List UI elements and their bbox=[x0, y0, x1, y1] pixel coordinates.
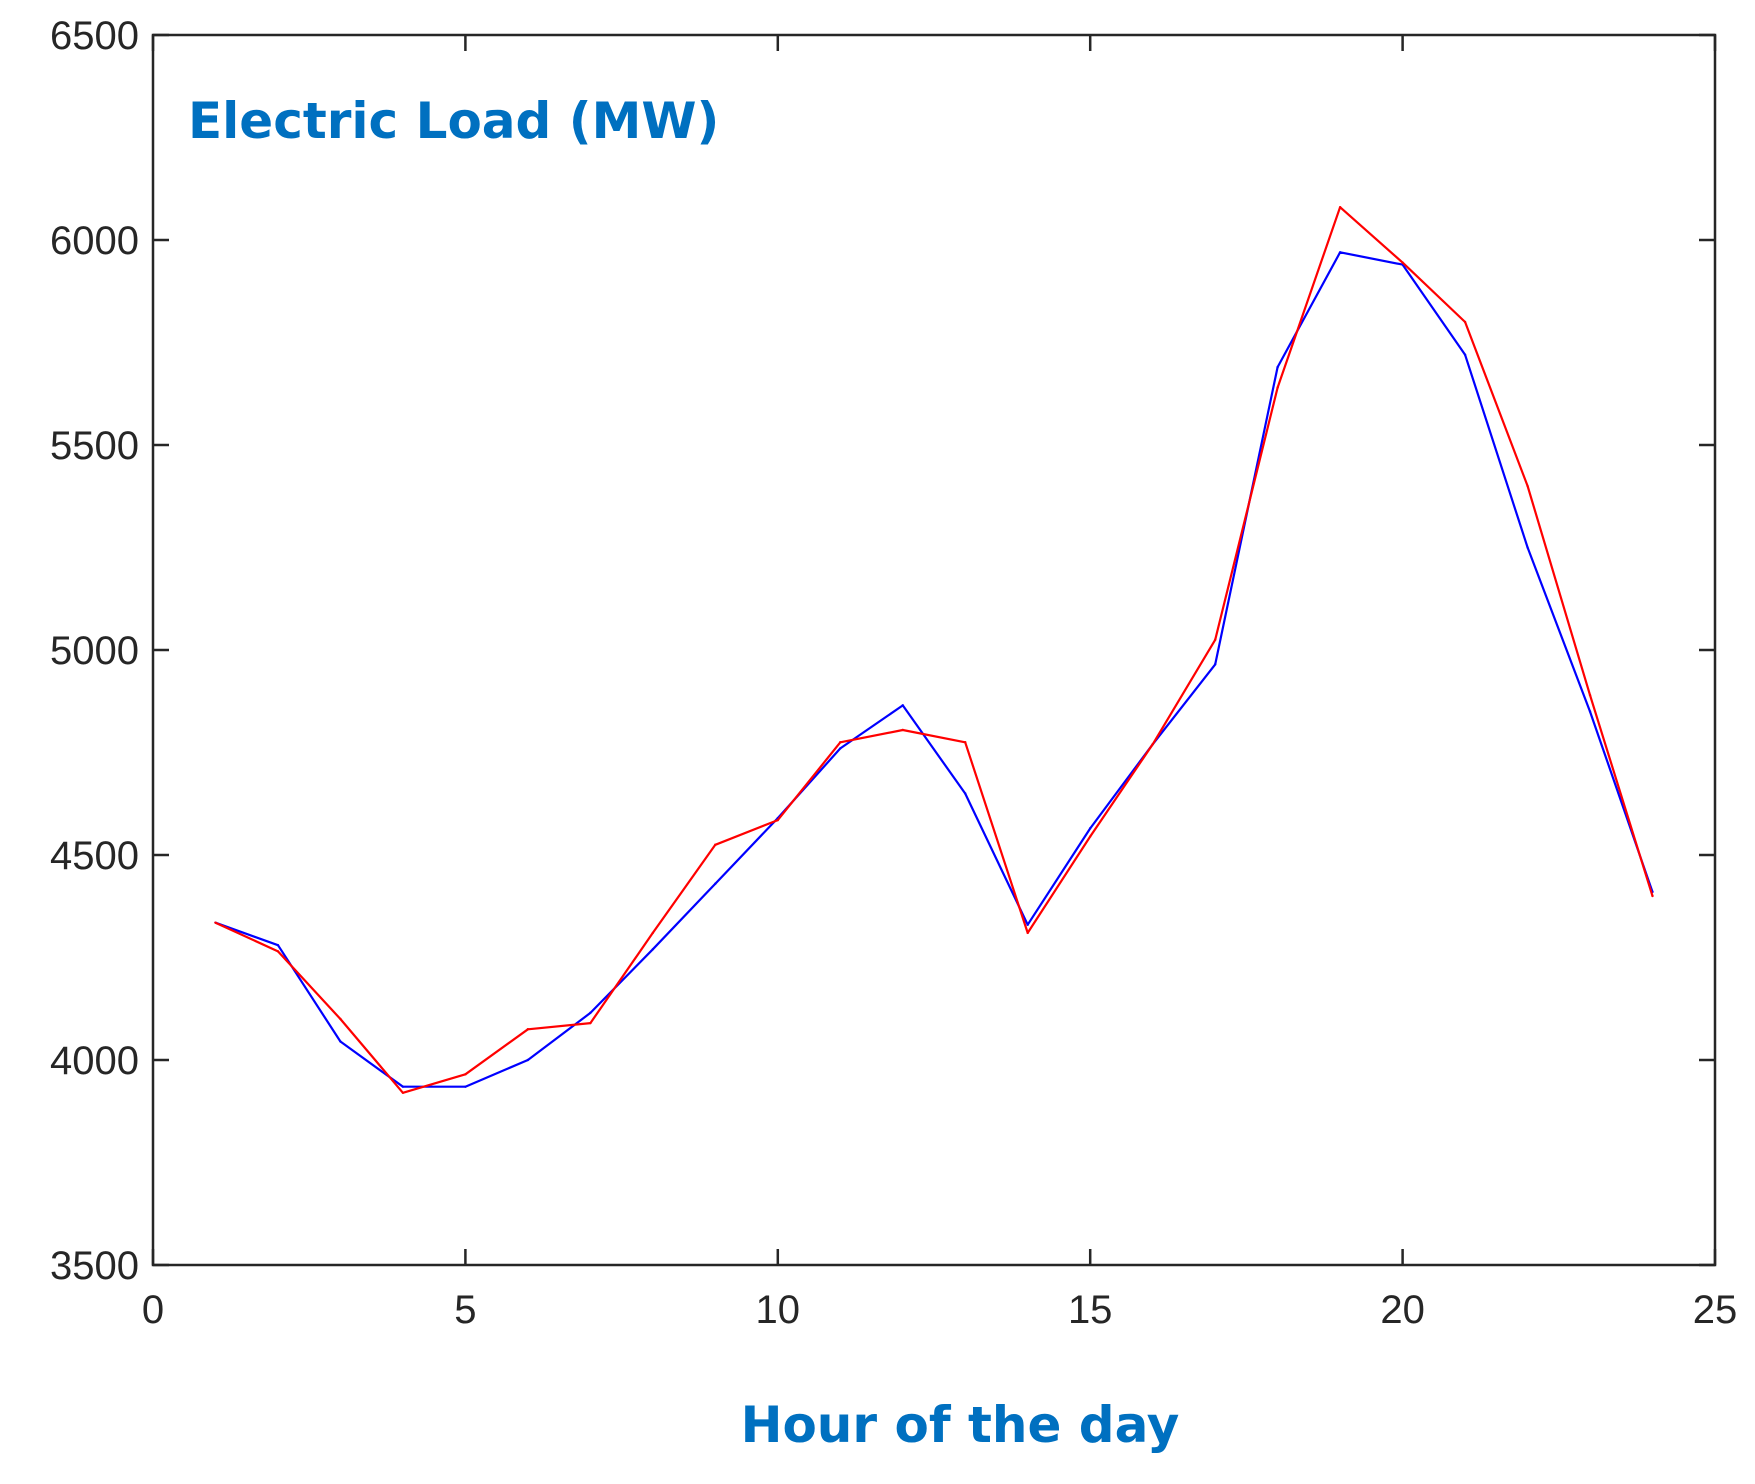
series-2-point bbox=[651, 931, 655, 935]
series-2-point bbox=[1026, 931, 1029, 935]
series-line-1 bbox=[215, 251, 1654, 1088]
series-1-point bbox=[1526, 546, 1529, 549]
x-tick-label: 15 bbox=[1068, 1288, 1113, 1332]
series-2-point bbox=[1651, 894, 1654, 898]
series-2-point bbox=[589, 1021, 592, 1025]
series-2-point bbox=[276, 950, 280, 953]
series-1-point bbox=[964, 792, 967, 795]
series-1-point bbox=[1463, 353, 1467, 356]
series-1-point bbox=[1089, 827, 1092, 830]
y-tick-label: 4000 bbox=[50, 1039, 139, 1083]
series-1-point bbox=[714, 882, 717, 885]
y-tick-label: 3500 bbox=[50, 1244, 139, 1288]
series-1-point bbox=[276, 944, 280, 947]
series-2-point bbox=[1089, 835, 1092, 838]
y-tick-label: 5500 bbox=[50, 424, 139, 468]
series-1-point bbox=[1276, 365, 1279, 369]
series-2-point bbox=[526, 1028, 530, 1031]
series-line-2 bbox=[215, 206, 1654, 1094]
series-2-point bbox=[401, 1091, 405, 1095]
plot-background bbox=[153, 35, 1715, 1265]
series-2-point bbox=[1588, 693, 1592, 697]
series-layer bbox=[214, 206, 1654, 1095]
series-2-point bbox=[1526, 484, 1529, 488]
series-1-point bbox=[1588, 710, 1592, 713]
x-axis-label: Hour of the day bbox=[741, 1396, 1180, 1454]
series-1-point bbox=[901, 704, 904, 707]
series-2-point bbox=[1463, 320, 1467, 324]
y-tick-label: 5000 bbox=[50, 629, 139, 673]
series-2-point bbox=[714, 843, 717, 846]
series-1-point bbox=[401, 1085, 405, 1088]
series-1-point bbox=[1213, 663, 1217, 666]
series-2-point bbox=[1213, 638, 1217, 641]
series-2-point bbox=[901, 728, 904, 732]
series-1-point bbox=[1026, 923, 1029, 926]
series-2-point bbox=[839, 741, 842, 744]
series-2-point bbox=[776, 818, 779, 822]
y-axis: 3500 4000 4500 5000 5500 6000 6500 bbox=[50, 14, 1715, 1288]
series-1-point bbox=[839, 747, 842, 750]
y-tick-label: 4500 bbox=[50, 834, 139, 878]
x-tick-label: 0 bbox=[142, 1288, 164, 1332]
series-1-point bbox=[526, 1058, 530, 1062]
series-2-point bbox=[1151, 743, 1154, 746]
series-2-point bbox=[214, 921, 217, 924]
series-2-point bbox=[339, 1017, 342, 1021]
series-1-point bbox=[651, 948, 655, 951]
series-1-point bbox=[589, 1011, 592, 1015]
series-2-point bbox=[464, 1073, 467, 1076]
x-axis: 0 5 10 15 20 25 bbox=[142, 35, 1737, 1332]
series-2-point bbox=[1401, 261, 1404, 264]
x-tick-label: 20 bbox=[1380, 1288, 1425, 1332]
series-2-point bbox=[1276, 386, 1279, 389]
x-tick-label: 10 bbox=[756, 1288, 801, 1332]
series-1-point bbox=[1338, 251, 1342, 254]
x-tick-label: 5 bbox=[454, 1288, 476, 1332]
y-tick-label: 6000 bbox=[50, 219, 139, 263]
series-2-point bbox=[1338, 206, 1342, 209]
y-tick-label: 6500 bbox=[50, 14, 139, 58]
series-1-point bbox=[464, 1085, 467, 1088]
series-2-point bbox=[964, 741, 967, 744]
series-1-point bbox=[339, 1040, 342, 1043]
chart-title: Electric Load (MW) bbox=[188, 92, 719, 150]
x-tick-label: 25 bbox=[1693, 1288, 1738, 1332]
